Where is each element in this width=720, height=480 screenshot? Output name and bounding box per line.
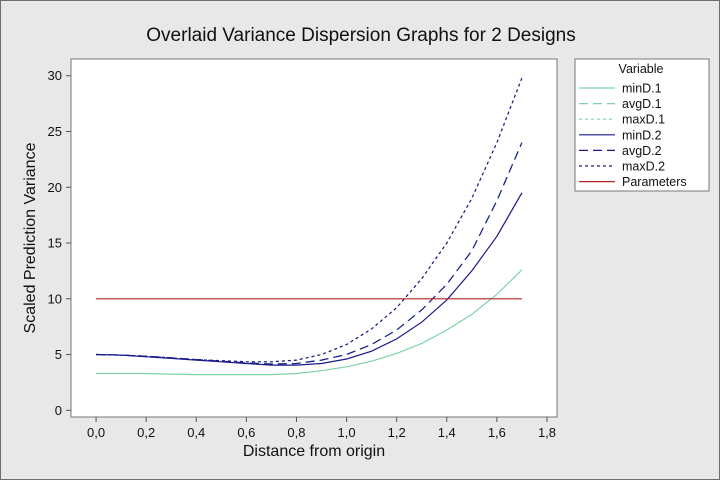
x-tick-label: 0,6 <box>237 425 255 440</box>
legend-box <box>574 58 710 192</box>
plot-area <box>70 58 558 418</box>
y-tick-label: 30 <box>48 68 62 83</box>
legend-label: maxD.1 <box>622 113 665 127</box>
y-tick-label: 0 <box>55 403 62 418</box>
legend-label: minD.2 <box>622 128 662 142</box>
x-tick-label: 1,6 <box>488 425 506 440</box>
legend-label: avgD.2 <box>622 144 662 158</box>
series-line-avgd-2 <box>96 142 523 365</box>
y-tick-label: 20 <box>48 180 62 195</box>
x-tick-label: 1,0 <box>338 425 356 440</box>
series-line-mind-1 <box>96 269 523 376</box>
x-tick-label: 1,2 <box>388 425 406 440</box>
y-tick-label: 15 <box>48 236 62 251</box>
x-tick-label: 1,8 <box>538 425 556 440</box>
y-tick-label: 5 <box>55 347 62 362</box>
y-tick-label: 10 <box>48 291 62 306</box>
y-tick-label: 25 <box>48 124 62 139</box>
legend-title: Variable <box>619 62 664 76</box>
legend-label: avgD.1 <box>622 97 662 111</box>
x-axis-title: Distance from origin <box>243 443 385 460</box>
x-tick-label: 0,0 <box>87 425 105 440</box>
x-tick-label: 0,8 <box>287 425 305 440</box>
legend-label: Parameters <box>622 175 687 189</box>
x-tick-label: 0,2 <box>137 425 155 440</box>
y-axis-title: Scaled Prediction Variance <box>22 142 39 333</box>
x-tick-label: 0,4 <box>187 425 205 440</box>
chart-title: Overlaid Variance Dispersion Graphs for … <box>146 25 575 46</box>
legend-label: maxD.2 <box>622 160 665 174</box>
x-tick-label: 1,4 <box>438 425 456 440</box>
axis-ticks: 0,0 0,2 0,4 0,6 0,8 1,0 1,2 1,4 1,6 1,8 0 5 10 15 20 25… <box>48 68 556 440</box>
series-lines <box>96 77 523 376</box>
legend-label: minD.1 <box>622 82 662 96</box>
